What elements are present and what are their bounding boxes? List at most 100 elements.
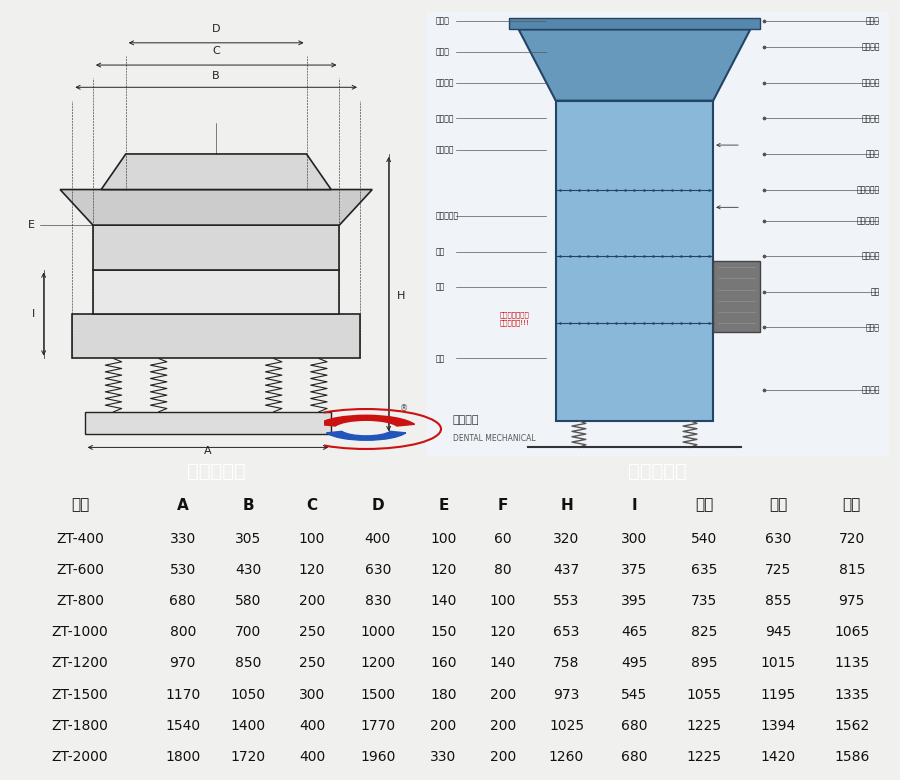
Text: 1135: 1135	[834, 657, 869, 670]
Text: 束环: 束环	[436, 247, 445, 257]
Text: 530: 530	[169, 563, 196, 576]
Text: 400: 400	[364, 532, 391, 545]
Bar	[93, 270, 339, 314]
Text: 1015: 1015	[760, 657, 796, 670]
Text: 运输用固定螺栓
试机时去掉!!!: 运输用固定螺栓 试机时去掉!!!	[500, 311, 530, 325]
Text: 160: 160	[430, 657, 456, 670]
Text: H: H	[397, 291, 405, 301]
Text: 1394: 1394	[760, 719, 796, 732]
Text: 1720: 1720	[231, 750, 266, 764]
Text: 758: 758	[554, 657, 580, 670]
Text: 弹簧: 弹簧	[436, 283, 445, 292]
Text: 100: 100	[430, 532, 456, 545]
Text: 553: 553	[554, 594, 580, 608]
Text: 100: 100	[299, 532, 325, 545]
Text: ZT-1200: ZT-1200	[52, 657, 109, 670]
Text: 120: 120	[490, 626, 516, 639]
Text: 压紧环: 压紧环	[436, 48, 449, 56]
Text: ZT-600: ZT-600	[56, 563, 104, 576]
Text: 80: 80	[494, 563, 512, 576]
Text: 855: 855	[765, 594, 791, 608]
Text: 395: 395	[621, 594, 647, 608]
Text: 200: 200	[490, 688, 516, 701]
Text: 1225: 1225	[687, 719, 722, 732]
Text: 250: 250	[299, 657, 325, 670]
Text: 1500: 1500	[360, 688, 395, 701]
Text: 1200: 1200	[360, 657, 395, 670]
Text: 700: 700	[235, 626, 262, 639]
Wedge shape	[318, 415, 415, 426]
Text: C: C	[307, 498, 318, 512]
Bar	[555, 101, 713, 420]
Text: E: E	[438, 498, 448, 512]
Text: 1400: 1400	[231, 719, 266, 732]
Text: 二层: 二层	[769, 498, 787, 512]
Text: ZT-1000: ZT-1000	[52, 626, 109, 639]
Text: 60: 60	[494, 532, 512, 545]
Text: 上部重锤: 上部重锤	[861, 252, 880, 261]
Text: 120: 120	[299, 563, 325, 576]
Text: 630: 630	[364, 563, 391, 576]
Text: 1260: 1260	[549, 750, 584, 764]
Text: 140: 140	[430, 594, 456, 608]
Text: 下部重锤: 下部重锤	[861, 385, 880, 394]
Text: I: I	[632, 498, 637, 512]
Text: 进料口: 进料口	[866, 16, 880, 25]
Text: E: E	[28, 220, 35, 230]
Text: 680: 680	[621, 750, 647, 764]
Text: 1562: 1562	[834, 719, 869, 732]
Text: 辅助筛网: 辅助筛网	[861, 43, 880, 51]
Text: 400: 400	[299, 719, 325, 732]
Text: 1420: 1420	[760, 750, 796, 764]
Text: 250: 250	[299, 626, 325, 639]
Text: 120: 120	[430, 563, 456, 576]
Text: 825: 825	[691, 626, 717, 639]
Text: 1025: 1025	[549, 719, 584, 732]
Text: 1000: 1000	[360, 626, 395, 639]
Text: 850: 850	[235, 657, 262, 670]
Text: DENTAL MECHANICAL: DENTAL MECHANICAL	[453, 434, 536, 443]
Text: 1065: 1065	[834, 626, 869, 639]
Text: C: C	[212, 46, 220, 56]
Text: A: A	[204, 446, 212, 456]
Text: 320: 320	[554, 532, 580, 545]
Text: 973: 973	[554, 688, 580, 701]
Text: 筛网法兰: 筛网法兰	[861, 114, 880, 123]
Text: 150: 150	[430, 626, 456, 639]
Text: A: A	[177, 498, 189, 512]
Text: 200: 200	[299, 594, 325, 608]
Polygon shape	[101, 154, 331, 190]
Text: 顶部框架: 顶部框架	[436, 78, 454, 87]
Text: ZT-400: ZT-400	[56, 532, 104, 545]
Text: 680: 680	[169, 594, 196, 608]
Bar	[85, 412, 331, 434]
Text: D: D	[212, 24, 220, 34]
Text: 电动机: 电动机	[866, 323, 880, 331]
Text: 970: 970	[169, 657, 196, 670]
Text: 540: 540	[691, 532, 717, 545]
Text: 830: 830	[364, 594, 391, 608]
Text: 型号: 型号	[71, 498, 89, 512]
Text: 200: 200	[430, 719, 456, 732]
Text: 三层: 三层	[842, 498, 861, 512]
Text: 橡胶球: 橡胶球	[866, 150, 880, 158]
Text: B: B	[243, 498, 254, 512]
Bar	[93, 225, 339, 270]
Text: 140: 140	[490, 657, 516, 670]
Text: 330: 330	[169, 532, 196, 545]
Polygon shape	[60, 190, 373, 225]
Text: 895: 895	[691, 657, 717, 670]
Text: 1170: 1170	[165, 688, 201, 701]
Text: 437: 437	[554, 563, 580, 576]
Text: H: H	[560, 498, 573, 512]
Bar	[72, 314, 360, 359]
Text: 305: 305	[235, 532, 262, 545]
Text: 375: 375	[621, 563, 647, 576]
Text: 一层: 一层	[695, 498, 713, 512]
Text: 815: 815	[839, 563, 865, 576]
Text: 400: 400	[299, 750, 325, 764]
Text: 1225: 1225	[687, 750, 722, 764]
Wedge shape	[327, 431, 406, 440]
Text: 底部框架: 底部框架	[436, 145, 454, 154]
Text: 球形清洁板: 球形清洁板	[857, 185, 880, 194]
